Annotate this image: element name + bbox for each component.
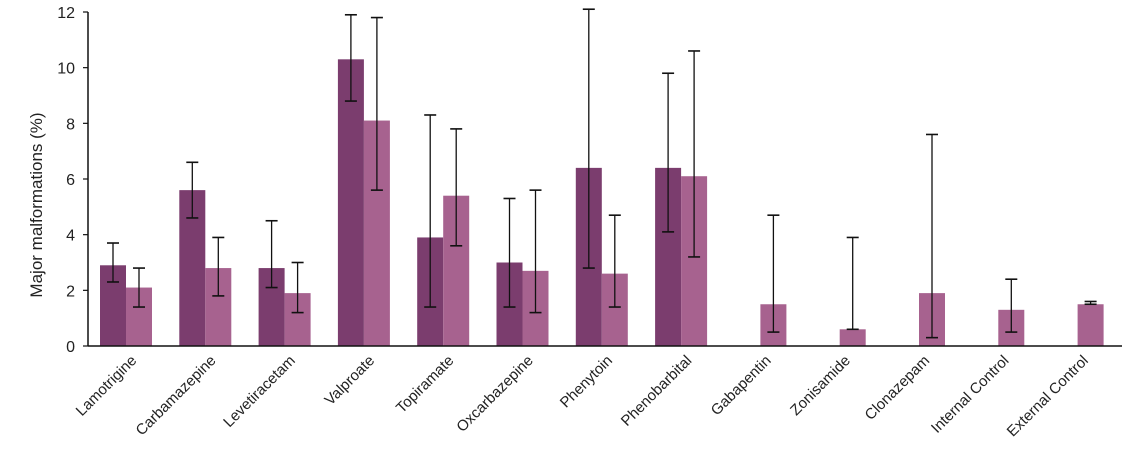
category-label: Gabapentin [708, 352, 775, 419]
category-label: Clonazepam [862, 352, 934, 424]
category-label: Lamotrigine [73, 352, 140, 419]
bars-layer [100, 59, 1104, 347]
bar-1-9 [839, 329, 866, 346]
category-label: Phenytoin [557, 352, 616, 411]
y-tick-label: 10 [57, 61, 75, 78]
category-label: Internal Control [928, 352, 1013, 437]
bar-0-3 [337, 59, 364, 347]
category-label: Zonisamide [787, 352, 854, 419]
bar-1-12 [1077, 304, 1104, 346]
category-label: Valproate [321, 352, 378, 409]
category-label: Carbamazepine [133, 352, 220, 439]
y-tick-label: 4 [66, 228, 75, 245]
category-label: Levetiracetam [220, 352, 299, 431]
y-tick-label: 2 [66, 283, 75, 300]
y-tick-label: 12 [57, 5, 75, 22]
category-label: External Control [1004, 352, 1092, 440]
category-label: Oxcarbazepine [453, 352, 536, 435]
y-tick-label: 8 [66, 116, 75, 133]
category-label: Phenobarbital [618, 352, 695, 429]
axes-layer [83, 11, 1122, 347]
category-label: Topiramate [393, 352, 457, 416]
error-bars-layer [107, 8, 1097, 339]
y-axis-label: Major malformations (%) [27, 112, 46, 297]
y-tick-label: 6 [66, 172, 75, 189]
y-tick-label: 0 [66, 339, 75, 356]
